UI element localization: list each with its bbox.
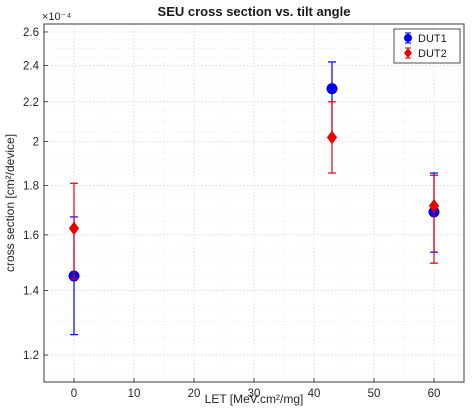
legend: DUT1 DUT2 (393, 28, 461, 64)
series-DUT2 (68, 101, 440, 280)
legend-marker (404, 48, 412, 58)
x-axis-label: LET [MeV.cm²/mg] (205, 392, 304, 406)
y-tick-label: 1.6 (23, 230, 39, 242)
y-tick-label: 1.8 (23, 181, 39, 193)
y-tick-label: 2.4 (23, 60, 40, 72)
data-series (68, 61, 440, 336)
y-tick-label: 2.2 (23, 97, 39, 109)
x-tick-label: 60 (428, 388, 441, 400)
data-point (428, 198, 440, 213)
legend-entry-DUT2: DUT2 (404, 47, 447, 60)
x-axis-ticks: 0 10 20 30 40 50 60 (71, 378, 441, 400)
chart-title: SEU cross section vs. tilt angle (158, 4, 351, 19)
x-tick-label: 10 (128, 388, 141, 400)
data-point (326, 83, 338, 95)
x-tick-label: 20 (188, 388, 201, 400)
x-tick-label: 30 (248, 388, 261, 400)
x-tick-label: 50 (368, 388, 381, 400)
legend-marker (404, 34, 412, 42)
legend-label: DUT1 (418, 33, 447, 45)
grid-lines (43, 24, 465, 382)
series-DUT1 (68, 61, 440, 336)
x-tick-label: 40 (308, 388, 321, 400)
legend-label: DUT2 (418, 48, 447, 60)
y-axis-multiplier: ×10⁻⁴ (42, 11, 71, 23)
y-tick-label: 1.4 (23, 286, 40, 298)
legend-box (393, 28, 461, 64)
x-tick-label: 0 (71, 388, 77, 400)
data-point (68, 221, 80, 236)
y-tick-label: 2 (33, 137, 39, 149)
y-tick-label: 1.2 (23, 350, 39, 362)
y-tick-label: 2.6 (23, 27, 39, 39)
data-point (326, 130, 338, 145)
y-axis-ticks: 1.2 1.4 1.6 1.8 2 2.2 2.4 2.6 (23, 27, 48, 362)
legend-entry-DUT1: DUT1 (404, 32, 447, 45)
y-axis-label: cross section [cm²/device] (3, 134, 17, 272)
